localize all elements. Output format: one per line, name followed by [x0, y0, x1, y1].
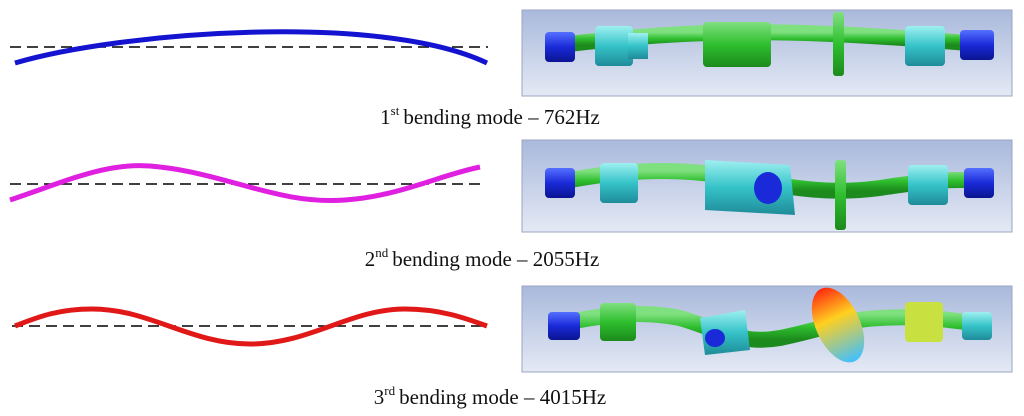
mode-caption: 3rd bending mode – 4015Hz	[374, 383, 606, 409]
rotor-view-3	[521, 285, 1013, 373]
mode-shape-3	[12, 306, 488, 347]
mode-shape-1	[10, 29, 489, 66]
mode-caption: 2nd bending mode – 2055Hz	[365, 245, 600, 271]
rotor-view-2	[521, 139, 1013, 233]
mode-caption: 1st bending mode – 762Hz	[380, 103, 600, 129]
rotor-view-1	[521, 9, 1013, 97]
mode-shape-2	[9, 163, 484, 204]
